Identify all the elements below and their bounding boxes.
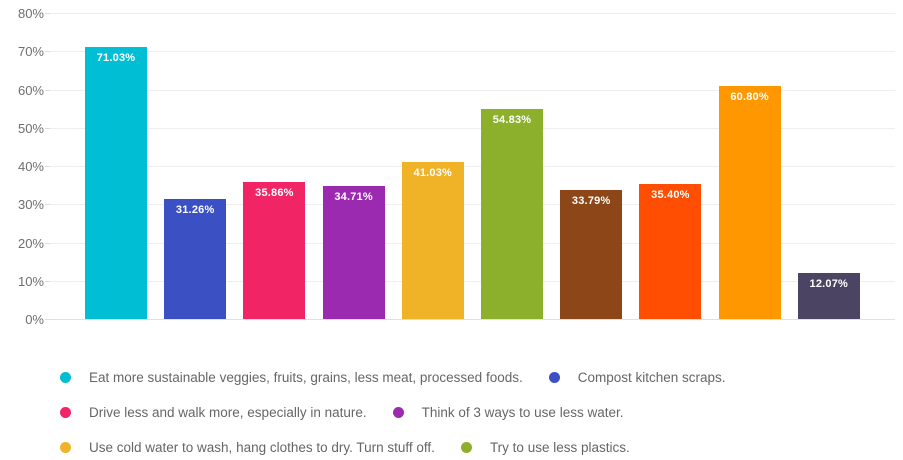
bar: 35.40% xyxy=(639,183,702,319)
gridline xyxy=(50,242,895,244)
bar-value-label: 33.79% xyxy=(571,194,611,207)
gridline xyxy=(50,166,895,167)
y-axis-label: 40% xyxy=(17,159,44,174)
y-axis-tick xyxy=(45,242,50,244)
y-axis-label: 20% xyxy=(17,235,44,251)
y-axis-label: 0% xyxy=(25,312,44,327)
gridline xyxy=(50,89,895,91)
bar: 41.03% xyxy=(401,162,464,319)
legend-item[interactable]: Compost kitchen scraps. xyxy=(548,369,726,386)
bar-value-label: 12.07% xyxy=(809,277,849,290)
y-axis-tick xyxy=(45,51,50,53)
bar-value-label: 34.71% xyxy=(334,191,373,204)
x-axis-line xyxy=(50,319,895,320)
bar: 31.26% xyxy=(164,199,227,319)
legend-item-label: Try to use less plastics. xyxy=(489,439,630,455)
gridline xyxy=(50,13,895,14)
bar: 71.03% xyxy=(85,47,147,319)
legend-row: Drive less and walk more, especially in … xyxy=(60,395,900,430)
y-axis-label: 70% xyxy=(17,44,44,60)
legend-dot-icon xyxy=(60,372,71,383)
legend-item[interactable]: Use cold water to wash, hang clothes to … xyxy=(60,440,435,456)
y-axis-label: 30% xyxy=(17,197,44,213)
y-axis-tick xyxy=(45,13,50,14)
bar: 60.80% xyxy=(718,86,781,319)
y-axis-tick xyxy=(45,280,50,282)
y-axis-label: 10% xyxy=(17,273,44,289)
legend-item[interactable]: Eat more sustainable veggies, fruits, gr… xyxy=(60,370,523,386)
bar-value-label: 60.80% xyxy=(730,91,769,104)
bar: 35.86% xyxy=(243,181,306,319)
bar: 33.79% xyxy=(560,189,623,319)
bar-value-label: 35.86% xyxy=(255,186,294,199)
legend-item[interactable]: Drive less and walk more, especially in … xyxy=(60,405,367,421)
chart-legend: Eat more sustainable veggies, fruits, gr… xyxy=(60,360,900,460)
legend-dot-icon xyxy=(392,407,404,418)
bar-value-label: 54.83% xyxy=(492,114,532,127)
legend-item-label: Drive less and walk more, especially in … xyxy=(89,404,367,420)
legend-item-label: Eat more sustainable veggies, fruits, gr… xyxy=(89,369,523,385)
y-axis-tick xyxy=(45,204,50,206)
legend-dot-icon xyxy=(548,372,560,383)
y-axis-tick xyxy=(45,166,50,167)
gridline xyxy=(50,51,895,53)
bar-value-label: 35.40% xyxy=(651,188,690,201)
y-axis-label: 50% xyxy=(17,120,44,136)
legend-dot-icon xyxy=(60,407,71,418)
bar-value-label: 71.03% xyxy=(96,52,136,65)
y-axis-label: 80% xyxy=(17,6,44,21)
legend-item[interactable]: Try to use less plastics. xyxy=(460,439,630,456)
legend-dot-icon xyxy=(460,442,472,453)
bar: 54.83% xyxy=(481,109,543,319)
legend-item-label: Think of 3 ways to use less water. xyxy=(421,404,624,420)
y-axis-label: 60% xyxy=(17,82,44,98)
bar-value-label: 41.03% xyxy=(413,167,453,180)
gridline xyxy=(50,280,895,282)
legend-row: Use cold water to wash, hang clothes to … xyxy=(60,430,900,460)
legend-row: Eat more sustainable veggies, fruits, gr… xyxy=(60,360,900,395)
legend-dot-icon xyxy=(60,442,71,453)
legend-item[interactable]: Think of 3 ways to use less water. xyxy=(392,404,624,421)
legend-item-label: Compost kitchen scraps. xyxy=(577,369,726,385)
bar-value-label: 31.26% xyxy=(175,204,215,217)
gridline xyxy=(50,204,895,206)
y-axis-tick xyxy=(45,127,50,129)
bar: 12.07% xyxy=(797,272,860,319)
gridline xyxy=(50,127,895,129)
y-axis-tick xyxy=(45,319,50,320)
bar: 34.71% xyxy=(322,186,385,319)
y-axis-tick xyxy=(45,89,50,91)
legend-item-label: Use cold water to wash, hang clothes to … xyxy=(89,439,435,455)
plot-area: 0% 10% 20% 30% 40% 50% 60% 70% 80% 71.03% 31.26% 35… xyxy=(17,6,895,327)
